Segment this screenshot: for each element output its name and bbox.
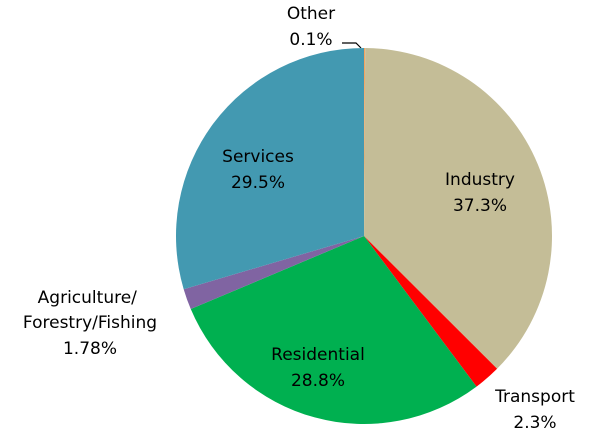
pie-slice xyxy=(176,48,364,290)
value-label: 37.3% xyxy=(453,196,507,216)
slice-label: Other xyxy=(287,4,335,24)
value-label: 2.3% xyxy=(513,413,556,432)
slice-label: Transport xyxy=(494,387,575,407)
slice-label: Services xyxy=(222,147,294,167)
pie-slice xyxy=(364,236,498,387)
value-label: 1.78% xyxy=(63,339,117,359)
slice-label: Agriculture/ Forestry/Fishing xyxy=(23,288,157,333)
pie-slice xyxy=(190,236,477,425)
pie-slice xyxy=(364,48,366,236)
pie-slice xyxy=(364,48,552,369)
value-label: 28.8% xyxy=(291,371,345,391)
slice-label: Residential xyxy=(271,345,365,365)
value-label: 0.1% xyxy=(289,30,332,50)
pie-slice xyxy=(183,236,364,310)
leader-line xyxy=(342,42,362,49)
slice-label: Industry xyxy=(445,170,515,190)
value-label: 29.5% xyxy=(231,173,285,193)
